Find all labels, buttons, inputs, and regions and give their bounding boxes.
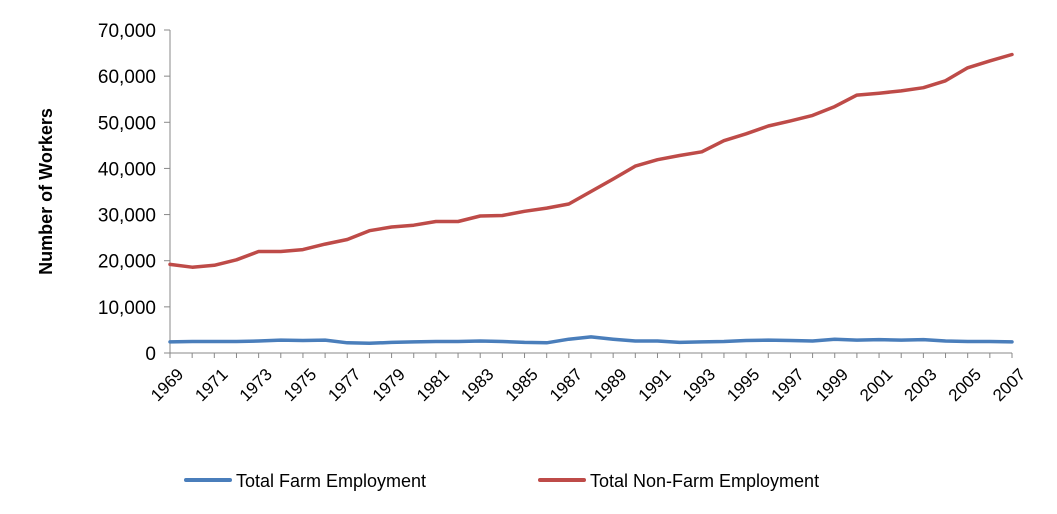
y-tick-label: 0 <box>145 344 156 365</box>
y-tick-label: 40,000 <box>98 159 156 180</box>
x-tick-label: 1981 <box>413 365 453 405</box>
legend-label-1: Total Non-Farm Employment <box>590 471 819 491</box>
x-tick-label: 1971 <box>191 365 231 405</box>
y-tick-label: 70,000 <box>98 21 156 42</box>
x-tick-label: 1975 <box>280 365 320 405</box>
series-lines <box>168 52 1014 346</box>
x-tick-label: 1997 <box>768 365 808 405</box>
y-axis-label: Number of Workers <box>36 108 56 275</box>
x-tick-label: 2005 <box>945 365 985 405</box>
x-axis-ticks: 1969 1971 1973 1975 1977 1979 1981 1983 1985 1987… <box>147 353 1029 405</box>
y-tick-label: 60,000 <box>98 67 156 88</box>
x-tick-label: 2007 <box>989 365 1029 405</box>
x-tick-label: 1995 <box>723 365 763 405</box>
y-tick-label: 30,000 <box>98 206 156 227</box>
series-line-1 <box>168 52 1014 269</box>
x-tick-label: 1993 <box>679 365 719 405</box>
x-tick-label: 1999 <box>812 365 852 405</box>
x-tick-label: 1985 <box>502 365 542 405</box>
x-tick-label: 1977 <box>324 365 364 405</box>
y-tick-label: 20,000 <box>98 252 156 273</box>
x-tick-label: 1969 <box>147 365 187 405</box>
legend: Total Farm Employment Total Non-Farm Empl… <box>184 471 819 491</box>
y-axis-ticks: 0 10,000 20,000 30,000 40,000 50,000 60,000 70,… <box>98 21 170 365</box>
x-tick-label: 1991 <box>635 365 675 405</box>
x-tick-label: 1983 <box>457 365 497 405</box>
y-tick-label: 10,000 <box>98 298 156 319</box>
x-tick-label: 1979 <box>369 365 409 405</box>
x-tick-label: 1973 <box>236 365 276 405</box>
y-tick-label: 50,000 <box>98 113 156 134</box>
x-tick-label: 1989 <box>590 365 630 405</box>
legend-label-0: Total Farm Employment <box>236 471 426 491</box>
x-tick-label: 1987 <box>546 365 586 405</box>
x-tick-label: 2003 <box>900 365 940 405</box>
x-tick-label: 2001 <box>856 365 896 405</box>
series-line-0 <box>168 335 1014 346</box>
